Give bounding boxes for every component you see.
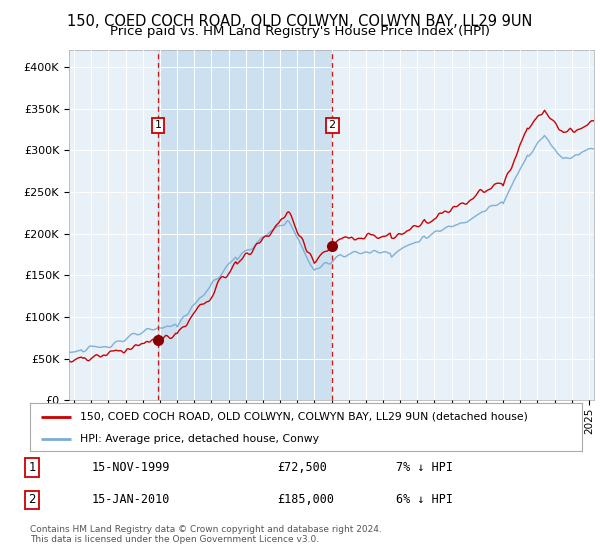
Text: £72,500: £72,500 xyxy=(277,461,328,474)
Text: Contains HM Land Registry data © Crown copyright and database right 2024.: Contains HM Land Registry data © Crown c… xyxy=(30,525,382,534)
Text: HPI: Average price, detached house, Conwy: HPI: Average price, detached house, Conw… xyxy=(80,434,319,444)
Text: 6% ↓ HPI: 6% ↓ HPI xyxy=(396,493,453,506)
Text: £185,000: £185,000 xyxy=(277,493,334,506)
Text: 150, COED COCH ROAD, OLD COLWYN, COLWYN BAY, LL29 9UN: 150, COED COCH ROAD, OLD COLWYN, COLWYN … xyxy=(67,14,533,29)
Text: 15-NOV-1999: 15-NOV-1999 xyxy=(91,461,170,474)
Text: This data is licensed under the Open Government Licence v3.0.: This data is licensed under the Open Gov… xyxy=(30,534,319,544)
Text: Price paid vs. HM Land Registry's House Price Index (HPI): Price paid vs. HM Land Registry's House … xyxy=(110,25,490,38)
Text: 1: 1 xyxy=(28,461,36,474)
Text: 7% ↓ HPI: 7% ↓ HPI xyxy=(396,461,453,474)
Text: 2: 2 xyxy=(28,493,36,506)
Bar xyxy=(158,50,332,400)
Text: 150, COED COCH ROAD, OLD COLWYN, COLWYN BAY, LL29 9UN (detached house): 150, COED COCH ROAD, OLD COLWYN, COLWYN … xyxy=(80,412,527,422)
Text: 1: 1 xyxy=(154,120,161,130)
Text: 2: 2 xyxy=(329,120,336,130)
Text: 15-JAN-2010: 15-JAN-2010 xyxy=(91,493,170,506)
